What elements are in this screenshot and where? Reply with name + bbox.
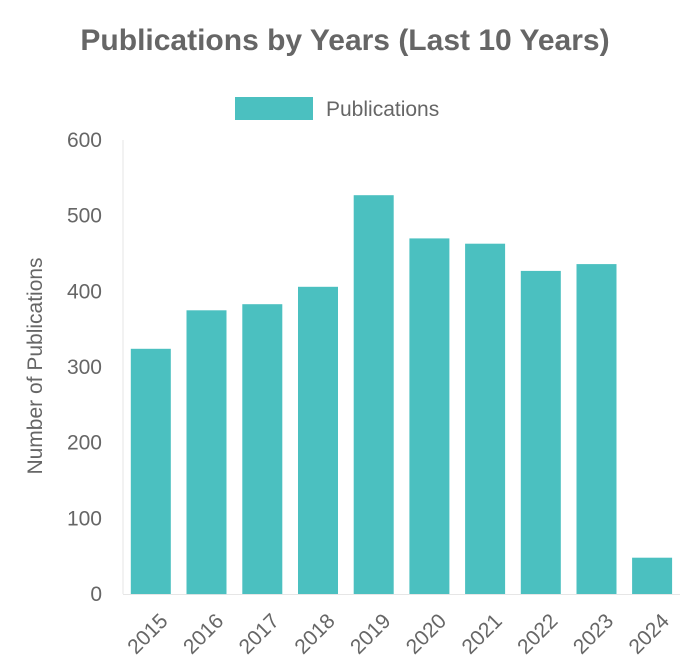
bar-2021[interactable]	[465, 243, 506, 594]
chart-title: Publications by Years (Last 10 Years)	[80, 24, 609, 57]
bar-2018[interactable]	[298, 286, 338, 594]
bar-2016[interactable]	[186, 310, 227, 595]
bar-2023[interactable]	[576, 264, 617, 594]
legend-swatch	[235, 97, 313, 120]
y-axis-ticks: 0 100 200 300 400 500 600	[67, 129, 102, 606]
x-tick-label: 2019	[346, 609, 395, 658]
bar-2015[interactable]	[130, 348, 171, 594]
bar-2024[interactable]	[632, 557, 673, 594]
y-tick-label: 200	[67, 432, 102, 455]
x-tick-label: 2022	[513, 609, 562, 658]
y-tick-label: 100	[67, 507, 102, 530]
legend-label: Publications	[326, 98, 439, 121]
y-tick-label: 500	[67, 205, 102, 228]
x-axis-ticks: 2015 2016 2017 2018 2019 2020 2021 2022 2023 2024	[123, 609, 674, 659]
x-tick-label: 2024	[625, 609, 675, 659]
y-tick-label: 0	[90, 583, 102, 606]
x-tick-label: 2023	[569, 609, 618, 658]
y-tick-label: 600	[67, 129, 102, 152]
bar-2022[interactable]	[520, 270, 561, 594]
y-axis-title: Number of Publications	[24, 257, 47, 474]
x-tick-label: 2017	[235, 609, 284, 658]
bar-2017[interactable]	[242, 304, 283, 594]
y-tick-label: 400	[67, 280, 102, 303]
x-tick-label: 2021	[457, 609, 506, 658]
bar-2020[interactable]	[409, 238, 450, 594]
legend: Publications	[235, 97, 439, 121]
y-tick-label: 300	[67, 356, 102, 379]
x-tick-label: 2020	[402, 609, 451, 658]
x-tick-label: 2015	[123, 609, 172, 658]
bars	[130, 195, 673, 595]
bar-2019[interactable]	[353, 195, 394, 594]
x-tick-label: 2018	[290, 609, 339, 658]
x-tick-label: 2016	[179, 609, 228, 658]
